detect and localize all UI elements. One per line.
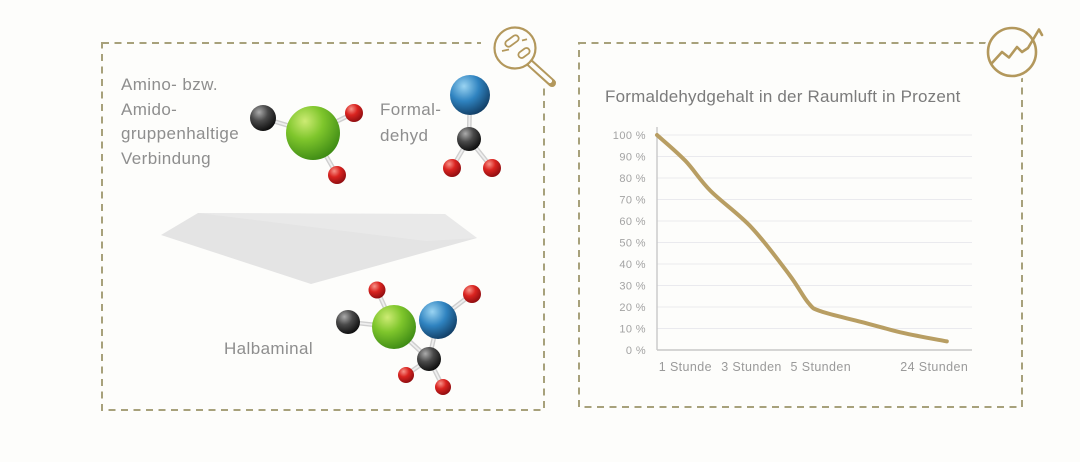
amine-molecule-illustration [250, 104, 363, 184]
reaction-down-arrow [161, 213, 477, 284]
y-axis-tick-label: 30 % [619, 281, 646, 293]
x-axis-tick-label: 3 Stunden [721, 360, 782, 374]
product-label: Halbaminal [224, 339, 314, 358]
chart-title: Formaldehydgehalt in der Raumluft in Pro… [605, 87, 961, 107]
reactant-label: Amino- bzw. Amido- gruppenhaltige Verbin… [121, 75, 240, 168]
y-axis-tick-label: 70 % [619, 195, 646, 207]
x-axis-tick-label: 5 Stunden [790, 360, 851, 374]
x-axis-tick-label: 1 Stunde [659, 360, 712, 374]
formaldehyde-molecule-illustration [443, 75, 501, 177]
trend-line-icon [984, 24, 1044, 80]
magnifier-molecules-icon [481, 12, 560, 91]
y-axis-tick-label: 60 % [619, 216, 646, 228]
y-axis-tick-label: 20 % [619, 302, 646, 314]
y-axis-tick-label: 10 % [619, 324, 646, 336]
line-chart: 100 % 90 % 80 % 70 % 60 % 50 % 40 % 30 % 20 % 10 … [613, 127, 972, 374]
y-axis-tick-label: 40 % [619, 259, 646, 271]
y-axis-tick-label: 0 % [626, 345, 646, 357]
y-axis-tick-label: 90 % [619, 152, 646, 164]
x-axis-tick-label: 24 Stunden [900, 360, 968, 374]
y-axis-tick-label: 100 % [613, 130, 646, 142]
formaldehyde-chart-panel: Formaldehydgehalt in der Raumluft in Pro… [578, 24, 1044, 408]
y-axis-tick-label: 80 % [619, 173, 646, 185]
y-axis-tick-label: 50 % [619, 238, 646, 250]
reaction-scheme-panel: Amino- bzw. Amido- gruppenhaltige Verbin… [101, 12, 560, 411]
formaldehyde-label: Formal- dehyd [380, 100, 442, 145]
halbaminal-molecule-illustration [336, 281, 481, 395]
formaldehyde-decay-curve [655, 133, 949, 344]
